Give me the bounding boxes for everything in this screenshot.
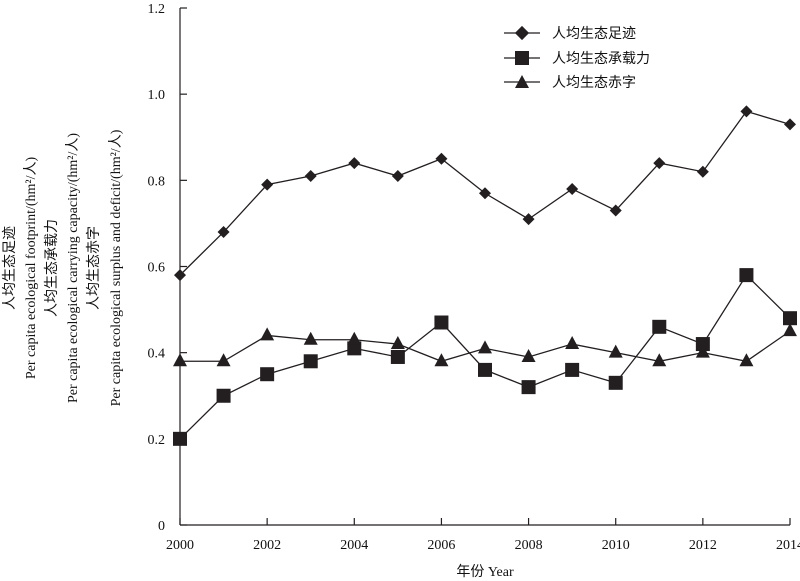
x-tick-label: 2012: [689, 538, 717, 553]
point-footprint: [348, 157, 361, 170]
point-deficit: [739, 353, 754, 367]
point-deficit: [216, 353, 231, 367]
y-tick-label: 1.2: [148, 2, 166, 17]
legend-item-deficit: 人均生态赤字: [504, 75, 636, 91]
point-capacity: [739, 268, 754, 283]
series-deficit: [173, 323, 797, 367]
y-title-line-5: 人均生态赤字: [86, 226, 102, 310]
point-footprint: [609, 204, 622, 217]
x-tick-label: 2004: [340, 538, 368, 553]
y-tick-label: 0.8: [148, 174, 166, 189]
point-footprint: [696, 165, 709, 178]
y-title-line-1: 人均生态足迹: [2, 226, 18, 310]
point-capacity: [652, 319, 667, 334]
legend-item-capacity: 人均生态承载力: [504, 51, 650, 67]
point-footprint: [740, 105, 753, 118]
point-capacity: [173, 431, 187, 446]
point-deficit: [652, 353, 667, 367]
legend-label-deficit: 人均生态赤字: [552, 75, 636, 91]
point-footprint: [217, 226, 230, 239]
point-deficit: [173, 353, 187, 367]
x-tick-label: 2008: [515, 538, 543, 553]
legend-label-footprint: 人均生态足迹: [552, 26, 636, 42]
point-footprint: [784, 118, 796, 131]
y-ticks: 0 0.2 0.4 0.6 0.8 1.0 1.2: [148, 2, 187, 534]
legend-triangle-icon: [515, 75, 529, 88]
x-tick-label: 2014: [776, 538, 800, 553]
legend: 人均生态足迹 人均生态承载力 人均生态赤字: [504, 25, 650, 91]
point-capacity: [434, 315, 449, 330]
y-tick-label: 0.4: [148, 347, 166, 362]
x-ticks: 2000 2002 2004 2006 2008 2010 2012 2014: [166, 518, 800, 553]
y-axis-title: 人均生态足迹 Per capita ecological footprint/(…: [2, 129, 124, 406]
legend-square-icon: [515, 51, 529, 65]
series-layer: [173, 105, 797, 446]
x-tick-label: 2006: [427, 538, 455, 553]
point-footprint: [174, 269, 186, 282]
x-tick-label: 2002: [253, 538, 281, 553]
point-footprint: [391, 170, 404, 183]
point-capacity: [695, 337, 710, 352]
point-footprint: [304, 170, 317, 183]
legend-label-capacity: 人均生态承载力: [552, 51, 650, 67]
x-tick-label: 2000: [166, 538, 194, 553]
point-footprint: [653, 157, 666, 170]
point-capacity: [521, 380, 536, 395]
point-deficit: [260, 327, 275, 341]
point-capacity: [216, 388, 231, 403]
point-deficit: [521, 348, 536, 362]
point-deficit: [390, 336, 405, 350]
point-capacity: [783, 311, 797, 326]
y-tick-label: 0: [158, 519, 165, 534]
point-capacity: [347, 341, 362, 356]
point-footprint: [522, 213, 535, 226]
point-deficit: [478, 340, 492, 354]
point-footprint: [479, 187, 491, 200]
point-capacity: [390, 349, 405, 364]
legend-item-footprint: 人均生态足迹: [504, 25, 636, 42]
y-tick-label: 1.0: [148, 88, 166, 103]
point-deficit: [783, 323, 797, 337]
point-deficit: [608, 344, 623, 358]
point-deficit: [303, 331, 318, 345]
point-deficit: [347, 331, 362, 345]
y-title-line-6: Per capita ecological surplus and defici…: [108, 129, 124, 406]
point-deficit: [565, 336, 580, 350]
point-deficit: [434, 353, 449, 367]
point-footprint: [261, 178, 274, 191]
point-footprint: [566, 182, 579, 195]
y-title-line-4: Per capita ecological carrying capacity/…: [65, 133, 81, 403]
point-capacity: [303, 354, 318, 369]
x-axis-title: 年份 Year: [456, 564, 514, 580]
y-title-line-2: Per capita ecological footprint/(hm²/人): [23, 157, 39, 380]
series-capacity: [173, 268, 797, 446]
x-tick-label: 2010: [602, 538, 630, 553]
point-capacity: [565, 362, 580, 377]
point-capacity: [260, 367, 275, 382]
y-tick-label: 0.2: [148, 433, 166, 448]
point-capacity: [608, 375, 623, 390]
point-deficit: [695, 344, 710, 358]
axes: [179, 8, 790, 526]
legend-diamond-icon: [514, 25, 530, 41]
y-title-line-3: 人均生态承载力: [44, 219, 60, 317]
series-footprint: [174, 105, 796, 282]
point-footprint: [435, 152, 448, 165]
point-capacity: [478, 362, 492, 377]
y-tick-label: 0.6: [148, 261, 166, 276]
